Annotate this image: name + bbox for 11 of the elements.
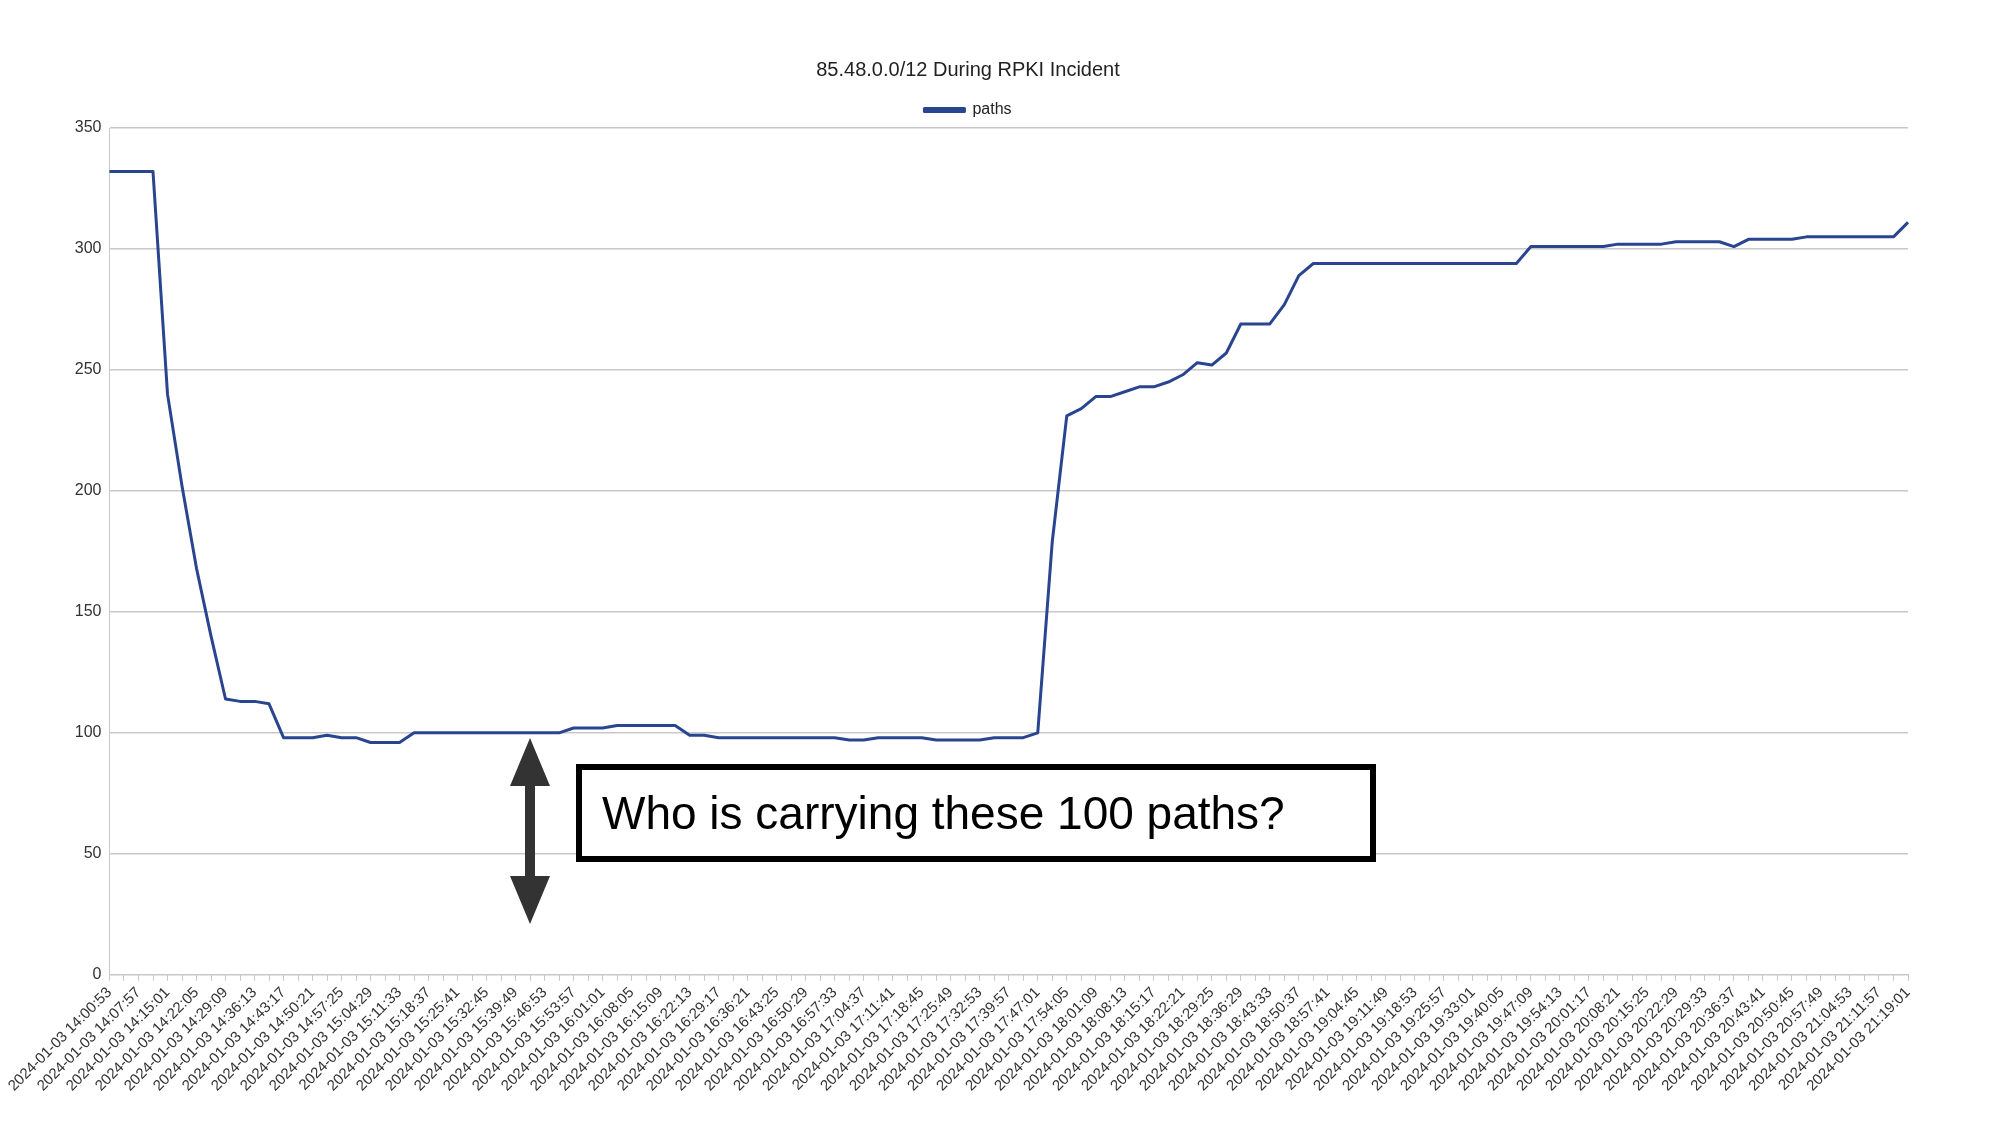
legend-label: paths — [972, 100, 1012, 118]
y-tick-label: 0 — [92, 965, 102, 983]
y-tick-label: 100 — [74, 723, 102, 741]
y-tick-label: 150 — [74, 602, 102, 620]
y-tick-label: 350 — [74, 118, 102, 136]
y-tick-label: 250 — [74, 360, 102, 378]
y-tick-label: 200 — [74, 481, 102, 499]
chart-title: 85.48.0.0/12 During RPKI Incident — [816, 57, 1121, 80]
annotation: Who is carrying these 100 paths? — [576, 764, 1376, 862]
y-tick-label: 300 — [74, 239, 102, 257]
y-tick-label: 50 — [83, 844, 102, 862]
